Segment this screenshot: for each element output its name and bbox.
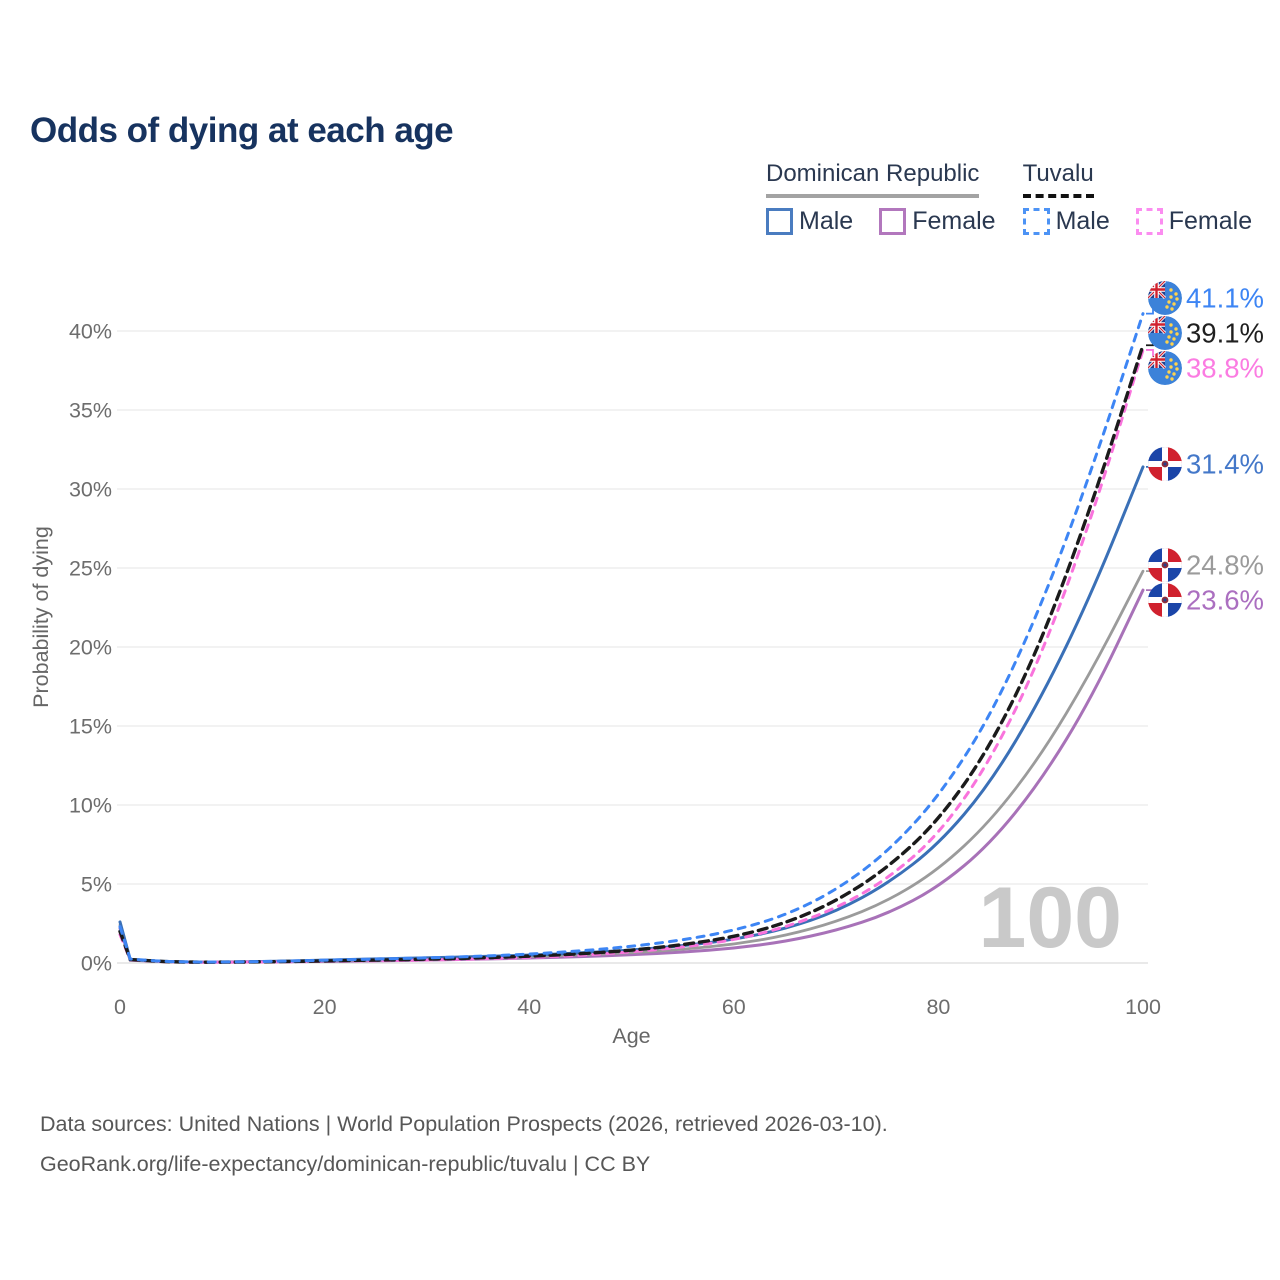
y-tick-label: 40% bbox=[69, 320, 112, 344]
legend-row: Male Female bbox=[766, 207, 996, 236]
legend-item-tuvalu-male[interactable]: Male bbox=[1022, 207, 1110, 236]
end-value-label-dr-male: 31.4% bbox=[1186, 449, 1264, 480]
x-tick-label: 80 bbox=[926, 995, 950, 1019]
legend-swatch-icon bbox=[766, 208, 793, 235]
end-value-label-tv-female: 38.8% bbox=[1186, 353, 1264, 384]
legend-item-label: Male bbox=[799, 207, 854, 235]
y-tick-label: 10% bbox=[69, 794, 112, 818]
end-value-label-tv-total: 39.1% bbox=[1186, 318, 1264, 349]
tuvalu-flag-icon bbox=[1148, 351, 1182, 385]
chart-title: Odds of dying at each age bbox=[30, 111, 454, 151]
legend-group-title-dominican-republic[interactable]: Dominican Republic bbox=[766, 160, 980, 198]
legend-item-label: Female bbox=[912, 207, 996, 235]
y-tick-label: 30% bbox=[69, 478, 112, 502]
legend-item-label: Female bbox=[1168, 207, 1253, 235]
legend-swatch-icon bbox=[1135, 208, 1163, 235]
x-axis-title: Age bbox=[612, 1024, 650, 1048]
x-tick-label: 20 bbox=[313, 995, 337, 1019]
legend-item-dr-male[interactable]: Male bbox=[766, 207, 853, 236]
y-tick-label: 35% bbox=[69, 399, 112, 423]
end-value-label-dr-total: 24.8% bbox=[1186, 550, 1264, 581]
x-tick-label: 60 bbox=[722, 995, 746, 1019]
y-axis-title: Probability of dying bbox=[29, 526, 53, 708]
end-value-label-dr-female: 23.6% bbox=[1186, 585, 1264, 616]
y-tick-label: 5% bbox=[81, 873, 112, 897]
series-line-tv-male[interactable] bbox=[118, 312, 1145, 964]
y-tick-label: 15% bbox=[69, 715, 112, 739]
legend: Dominican Republic Male Female Tuvalu Ma… bbox=[766, 160, 1252, 236]
legend-swatch-icon bbox=[879, 208, 907, 235]
x-tick-label: 40 bbox=[517, 995, 541, 1019]
footer-data-sources: Data sources: United Nations | World Pop… bbox=[40, 1112, 888, 1136]
legend-item-tuvalu-female[interactable]: Female bbox=[1135, 207, 1253, 236]
end-value-label-tv-male: 41.1% bbox=[1186, 283, 1264, 314]
legend-group-title-tuvalu[interactable]: Tuvalu bbox=[1022, 160, 1094, 198]
legend-item-dr-female[interactable]: Female bbox=[879, 207, 996, 236]
legend-group-tuvalu: Tuvalu Male Female bbox=[1022, 160, 1253, 236]
tuvalu-flag-icon bbox=[1148, 281, 1182, 315]
dominican-republic-flag-icon bbox=[1148, 548, 1182, 582]
dominican-republic-flag-icon bbox=[1148, 447, 1182, 481]
legend-item-label: Male bbox=[1055, 207, 1110, 235]
age-watermark: 100 bbox=[979, 870, 1123, 966]
legend-swatch-icon bbox=[1022, 208, 1050, 235]
x-tick-label: 0 bbox=[114, 995, 126, 1019]
y-tick-label: 0% bbox=[81, 952, 112, 976]
x-tick-label: 100 bbox=[1125, 995, 1161, 1019]
footer-attribution-link: GeoRank.org/life-expectancy/dominican-re… bbox=[40, 1152, 651, 1176]
legend-group-dominican-republic: Dominican Republic Male Female bbox=[766, 160, 996, 236]
footer: Data sources: United Nations | World Pop… bbox=[40, 1104, 888, 1184]
tuvalu-flag-icon bbox=[1148, 316, 1182, 350]
y-tick-label: 20% bbox=[69, 636, 112, 660]
y-tick-label: 25% bbox=[69, 557, 112, 581]
legend-row: Male Female bbox=[1022, 207, 1253, 236]
dominican-republic-flag-icon bbox=[1148, 583, 1182, 617]
